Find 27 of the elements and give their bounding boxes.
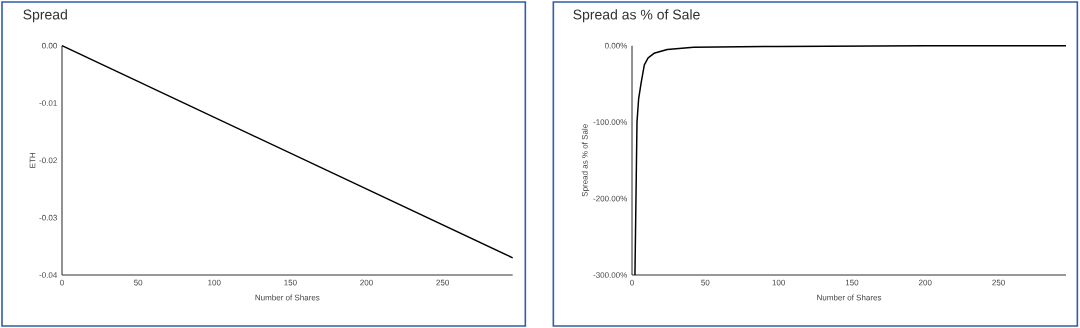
x-axis-title: Number of Shares <box>255 294 320 301</box>
y-tick-label: -0.03 <box>39 214 57 221</box>
chart-title: Spread <box>23 9 67 23</box>
y-axis-title: Spread as % of Sale <box>581 124 590 197</box>
y-tick-label: 0.00% <box>604 42 628 49</box>
x-tick-label: 50 <box>133 279 143 286</box>
y-tick-label: 0.00 <box>42 42 57 49</box>
y-tick-label: -0.04 <box>39 272 58 278</box>
x-tick-label: 100 <box>772 279 785 286</box>
y-tick-label: -100.00% <box>593 119 628 125</box>
y-tick-label: -300.00% <box>593 272 628 278</box>
x-tick-label: 250 <box>992 279 1005 286</box>
x-tick-label: 200 <box>360 279 373 286</box>
x-tick-label: 250 <box>436 279 449 286</box>
x-axis-title: Number of Shares <box>817 294 882 301</box>
x-tick-label: 150 <box>284 279 297 286</box>
y-axis-title: ETH <box>29 152 36 168</box>
x-tick-label: 50 <box>701 279 710 286</box>
y-tick-label: -200.00% <box>593 195 628 202</box>
x-tick-label: 0 <box>60 279 64 286</box>
y-tick-label: -0.01 <box>39 100 57 106</box>
x-tick-label: 100 <box>208 279 221 286</box>
x-tick-label: 200 <box>918 279 932 286</box>
x-tick-label: 0 <box>630 279 634 286</box>
x-tick-label: 150 <box>845 279 859 286</box>
chart-title: Spread as % of Sale <box>573 9 700 23</box>
y-tick-label: -0.02 <box>39 157 57 164</box>
